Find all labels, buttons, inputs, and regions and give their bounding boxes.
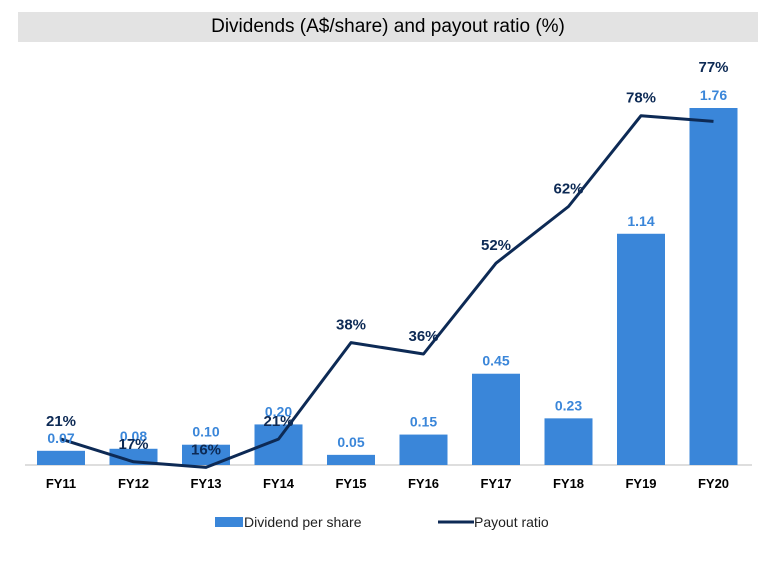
x-tick-label: FY15 [335,476,366,491]
x-tick-label: FY19 [625,476,656,491]
dividend-bar [182,444,230,465]
dividend-value-label: 0.23 [555,397,582,413]
chart-title: Dividends (A$/share) and payout ratio (%… [211,16,565,37]
dividend-value-label: 0.20 [265,403,292,419]
x-tick-label: FY14 [263,476,295,491]
x-tick-label: FY18 [553,476,584,491]
x-tick-label: FY12 [118,476,149,491]
dividend-bar [399,434,448,465]
dividend-bar [327,454,375,465]
payout-ratio-line [60,114,714,469]
dividend-bar [544,418,593,465]
dividend-value-label: 1.76 [700,87,727,103]
legend-label-dividend: Dividend per share [244,514,362,530]
dividend-bar [689,108,738,465]
payout-ratio-label: 38% [336,317,366,334]
payout-ratio-label: 78% [626,90,656,107]
payout-ratio-label: 36% [408,328,438,345]
payout-ratio-label: 16% [191,441,221,458]
dividend-bar [109,448,158,465]
legend-swatch-dividend [215,517,243,527]
dividend-value-label: 1.14 [627,213,654,229]
dividend-bar [617,233,665,465]
dividend-value-label: 0.10 [192,424,219,440]
chart-title-background [18,12,758,42]
x-tick-label: FY13 [190,476,221,491]
payout-ratio-label: 21% [263,413,293,430]
dividend-bar [37,450,85,465]
x-tick-label: FY16 [408,476,439,491]
legend-label-payout: Payout ratio [474,514,549,530]
payout-ratio-label: 62% [553,180,583,197]
payout-ratio-label: 52% [481,237,511,254]
x-tick-label: FY20 [698,476,729,491]
dividend-bar [472,373,520,465]
payout-ratio-label: 21% [46,413,76,430]
payout-ratio-label: 77% [698,59,728,76]
dividend-value-label: 0.05 [337,434,364,450]
dividend-value-label: 0.08 [120,428,147,444]
dividend-value-label: 0.45 [482,353,509,369]
x-tick-label: FY17 [480,476,511,491]
dividend-value-label: 0.15 [410,414,437,430]
x-tick-label: FY11 [46,476,76,491]
dividend-value-label: 0.07 [47,430,74,446]
payout-ratio-label: 17% [118,436,148,453]
